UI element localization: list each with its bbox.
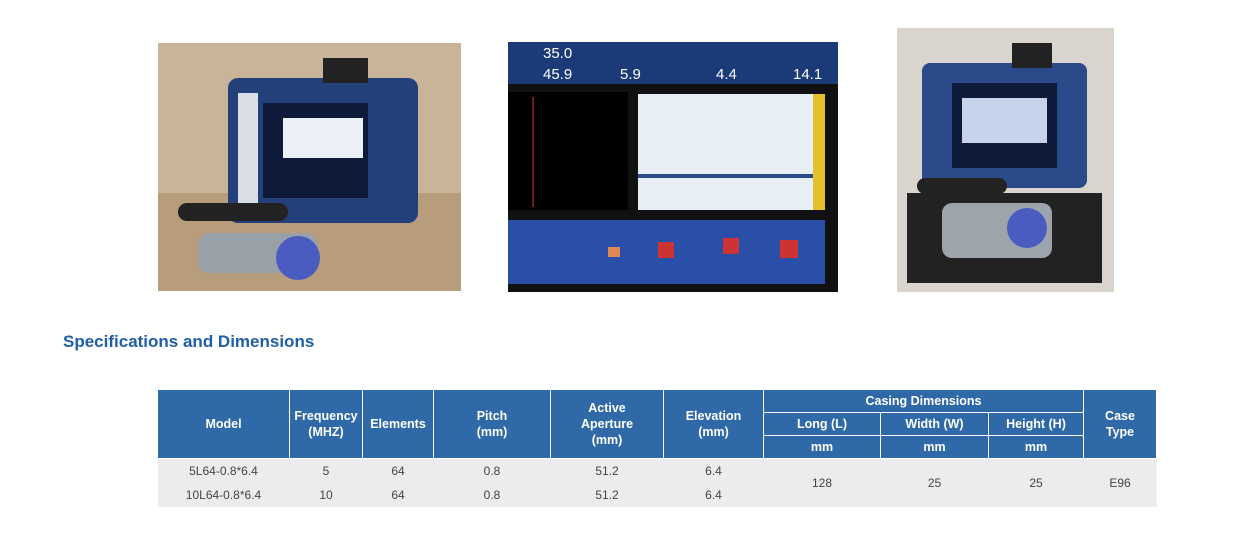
table-cell: 10 bbox=[289, 483, 363, 507]
table-cell: 10L64-0.8*6.4 bbox=[157, 483, 290, 507]
unit-header: mm bbox=[763, 435, 881, 459]
shared-cell: 25 bbox=[988, 458, 1084, 507]
sub-header: Long (L) bbox=[763, 412, 881, 436]
reading: 14.1 bbox=[793, 66, 822, 83]
table-cell: 51.2 bbox=[550, 458, 664, 483]
table-cell: 64 bbox=[362, 458, 434, 483]
reading: 4.4 bbox=[716, 66, 737, 83]
column-header: Pitch (mm) bbox=[433, 389, 551, 459]
unit-header: mm bbox=[988, 435, 1084, 459]
table-cell: 0.8 bbox=[433, 483, 551, 507]
scan-screen: 35.0 45.9 5.9 4.4 14.1 bbox=[508, 42, 838, 292]
column-header: Active Aperture (mm) bbox=[550, 389, 664, 459]
sub-header: Height (H) bbox=[988, 412, 1084, 436]
sub-header: Width (W) bbox=[880, 412, 989, 436]
column-header: Elevation (mm) bbox=[663, 389, 764, 459]
table-cell: 0.8 bbox=[433, 458, 551, 483]
table-cell: 6.4 bbox=[663, 458, 764, 483]
table-cell: 64 bbox=[362, 483, 434, 507]
group-header: Casing Dimensions bbox=[763, 389, 1084, 413]
table-cell: 51.2 bbox=[550, 483, 664, 507]
table-cell: 5 bbox=[289, 458, 363, 483]
column-header: Case Type bbox=[1083, 389, 1157, 459]
device-photo bbox=[158, 43, 461, 291]
reading: 5.9 bbox=[620, 66, 641, 83]
column-header: Elements bbox=[362, 389, 434, 459]
shared-cell: E96 bbox=[1083, 458, 1157, 507]
shared-cell: 25 bbox=[880, 458, 989, 507]
reading: 45.9 bbox=[543, 66, 572, 83]
section-title: Specifications and Dimensions bbox=[63, 332, 315, 351]
table-cell: 6.4 bbox=[663, 483, 764, 507]
device-photo bbox=[897, 28, 1114, 292]
unit-header: mm bbox=[880, 435, 989, 459]
spec-table: Model Frequency (MHZ) Elements Pitch (mm… bbox=[157, 389, 1157, 507]
shared-cell: 128 bbox=[763, 458, 881, 507]
column-header: Frequency (MHZ) bbox=[289, 389, 363, 459]
reading: 35.0 bbox=[543, 45, 572, 62]
column-header: Model bbox=[157, 389, 290, 459]
table-cell: 5L64-0.8*6.4 bbox=[157, 458, 290, 483]
